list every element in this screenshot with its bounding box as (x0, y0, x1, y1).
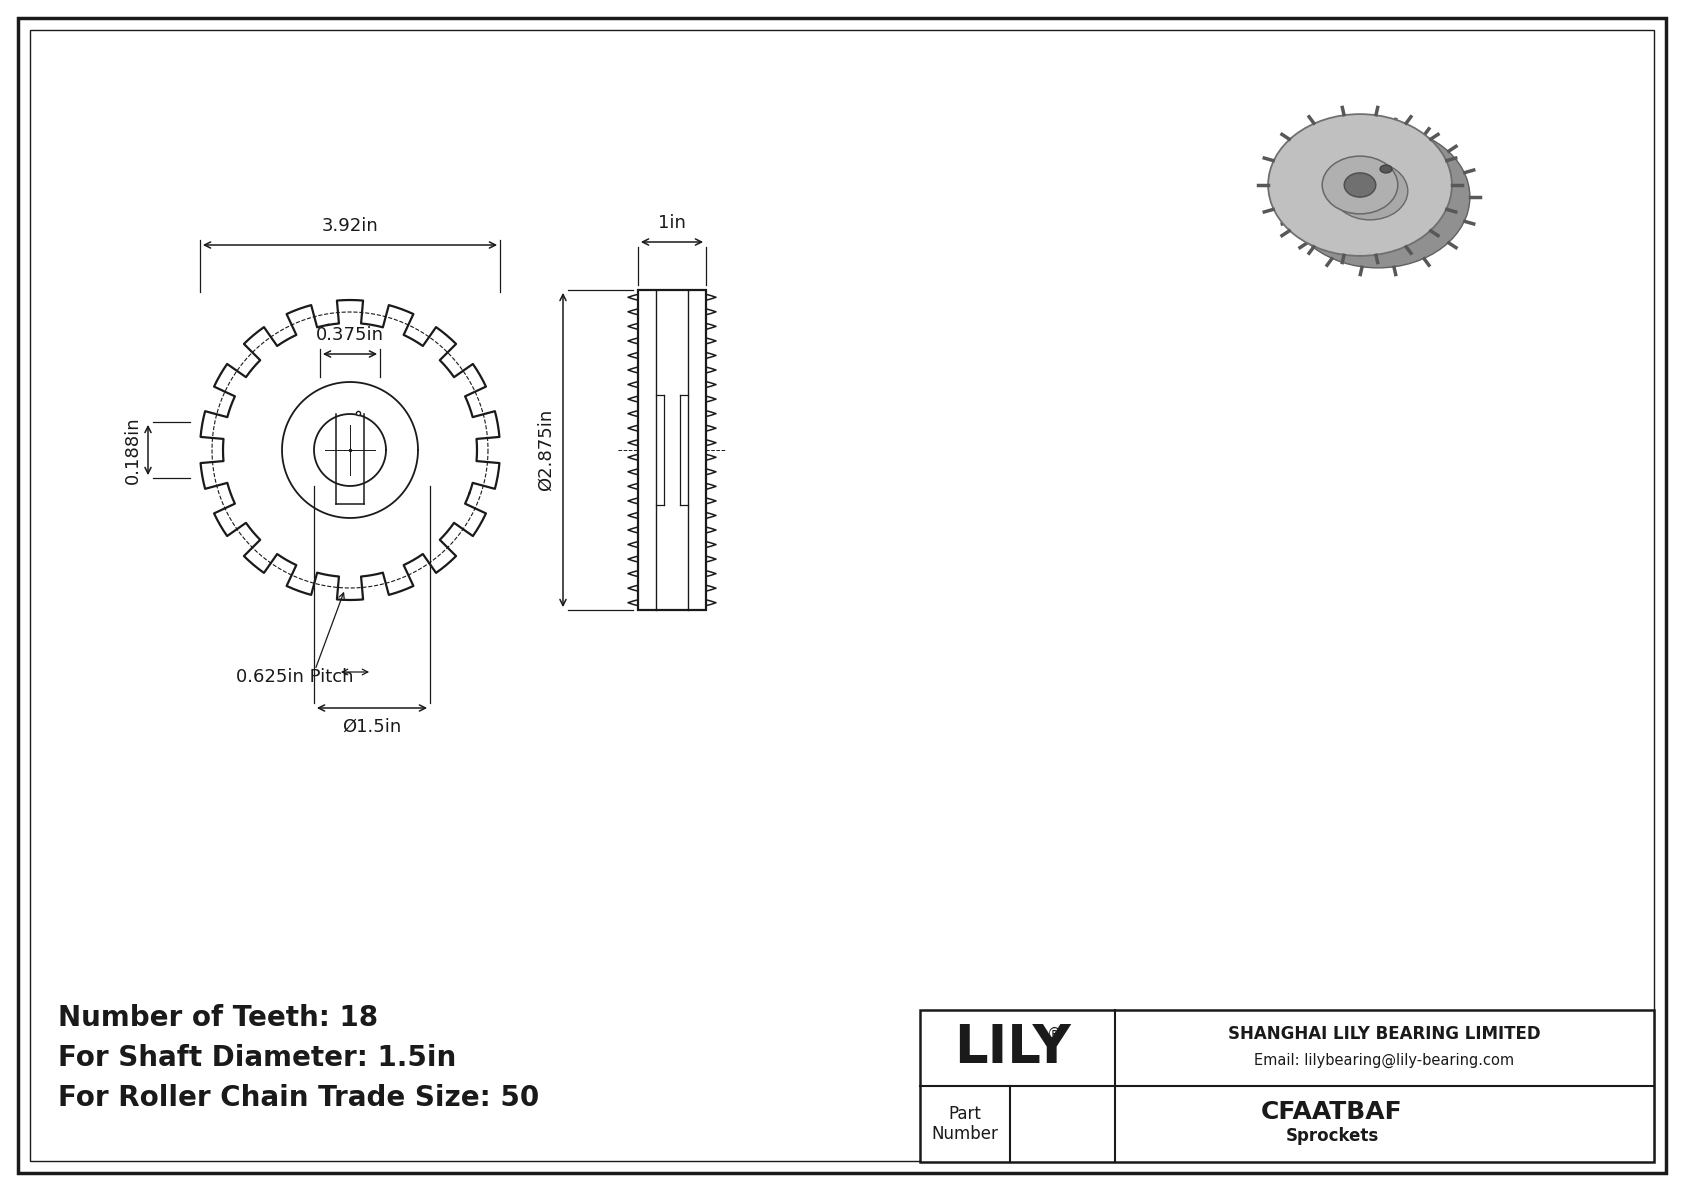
Text: 3.92in: 3.92in (322, 217, 379, 235)
Ellipse shape (1332, 162, 1408, 220)
Text: Ø1.5in: Ø1.5in (342, 718, 401, 736)
Text: Sprockets: Sprockets (1285, 1127, 1379, 1145)
Text: 0.375in: 0.375in (317, 326, 384, 344)
Text: Number: Number (931, 1125, 999, 1143)
Text: ®: ® (1047, 1027, 1063, 1041)
Text: LILY: LILY (955, 1022, 1071, 1074)
Text: Part: Part (948, 1105, 982, 1123)
Ellipse shape (1287, 126, 1470, 268)
Text: 1in: 1in (658, 214, 685, 232)
Text: SHANGHAI LILY BEARING LIMITED: SHANGHAI LILY BEARING LIMITED (1228, 1025, 1541, 1043)
Ellipse shape (1379, 166, 1393, 173)
Text: For Roller Chain Trade Size: 50: For Roller Chain Trade Size: 50 (57, 1084, 539, 1112)
Text: Ø2.875in: Ø2.875in (537, 409, 556, 491)
Text: Number of Teeth: 18: Number of Teeth: 18 (57, 1004, 379, 1031)
Text: 0.188in: 0.188in (125, 416, 141, 484)
Bar (919, 1010, 1654, 1162)
Ellipse shape (1344, 173, 1376, 197)
Bar (638, 289, 706, 610)
Ellipse shape (1268, 114, 1452, 256)
Text: Email: lilybearing@lily-bearing.com: Email: lilybearing@lily-bearing.com (1255, 1053, 1514, 1067)
Text: CFAATBAF: CFAATBAF (1261, 1100, 1403, 1124)
Text: For Shaft Diameter: 1.5in: For Shaft Diameter: 1.5in (57, 1045, 456, 1072)
Ellipse shape (1322, 156, 1398, 214)
Text: 0.625in Pitch: 0.625in Pitch (236, 668, 354, 686)
